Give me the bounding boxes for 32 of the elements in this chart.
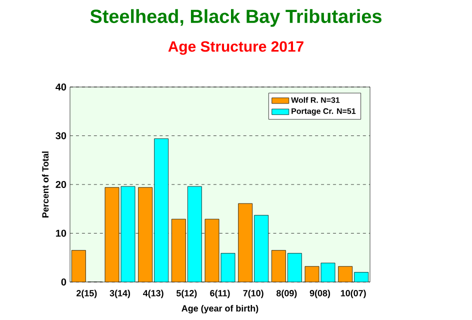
x-tick-label: 6(11) <box>210 290 230 298</box>
bar <box>154 138 169 282</box>
bar <box>238 203 253 282</box>
bar <box>254 215 269 282</box>
bar <box>287 253 302 282</box>
x-tick-label: 7(10) <box>243 290 264 298</box>
bar <box>72 250 86 282</box>
x-tick-label: 10(07) <box>340 290 366 298</box>
x-tick-label: 8(09) <box>276 290 297 298</box>
x-tick-label: 5(12) <box>176 290 197 298</box>
bar <box>120 186 136 282</box>
x-tick-label: 2(15) <box>76 290 97 298</box>
bar <box>138 187 153 282</box>
y-tick-label: 30 <box>56 132 66 140</box>
y-tick-label: 10 <box>56 230 66 237</box>
x-tick-label: 3(14) <box>110 290 130 298</box>
chart-subtitle: Age Structure 2017 <box>168 41 304 55</box>
bar <box>171 218 186 282</box>
bar <box>338 266 353 282</box>
y-axis-title: Percent of Total <box>42 152 49 218</box>
y-tick-label: 20 <box>56 180 66 188</box>
bar <box>220 253 236 282</box>
bar <box>204 218 220 282</box>
bar <box>187 186 202 282</box>
y-tick-label: 0 <box>61 278 66 286</box>
bar <box>271 250 286 282</box>
x-axis-title: Age (year of birth) <box>182 304 258 314</box>
bar <box>104 187 120 282</box>
y-tick-label: 40 <box>56 83 66 91</box>
chart-title: Steelhead, Black Bay Tributaries <box>90 9 382 27</box>
x-tick-label: 9(08) <box>310 290 330 298</box>
x-tick-label: 4(13) <box>143 290 164 298</box>
